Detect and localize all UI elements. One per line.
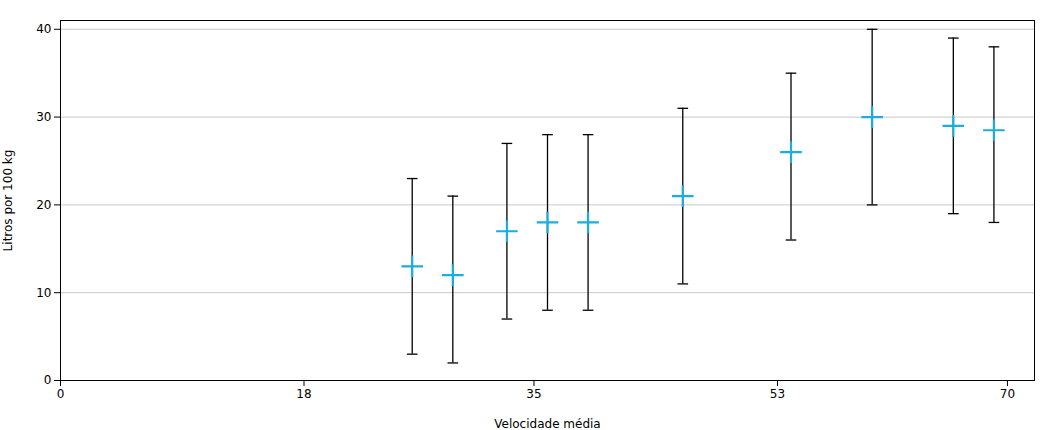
svg-text:70: 70 — [1000, 387, 1015, 401]
svg-text:35: 35 — [526, 387, 541, 401]
svg-text:Litros por 100 kg: Litros por 100 kg — [1, 150, 15, 252]
svg-text:18: 18 — [296, 387, 311, 401]
svg-text:30: 30 — [36, 110, 51, 124]
svg-text:20: 20 — [36, 198, 51, 212]
svg-text:Velocidade média: Velocidade média — [494, 417, 600, 430]
svg-text:0: 0 — [44, 373, 52, 387]
svg-text:10: 10 — [36, 286, 51, 300]
svg-text:40: 40 — [36, 22, 51, 36]
svg-text:53: 53 — [770, 387, 785, 401]
svg-text:0: 0 — [57, 387, 65, 401]
